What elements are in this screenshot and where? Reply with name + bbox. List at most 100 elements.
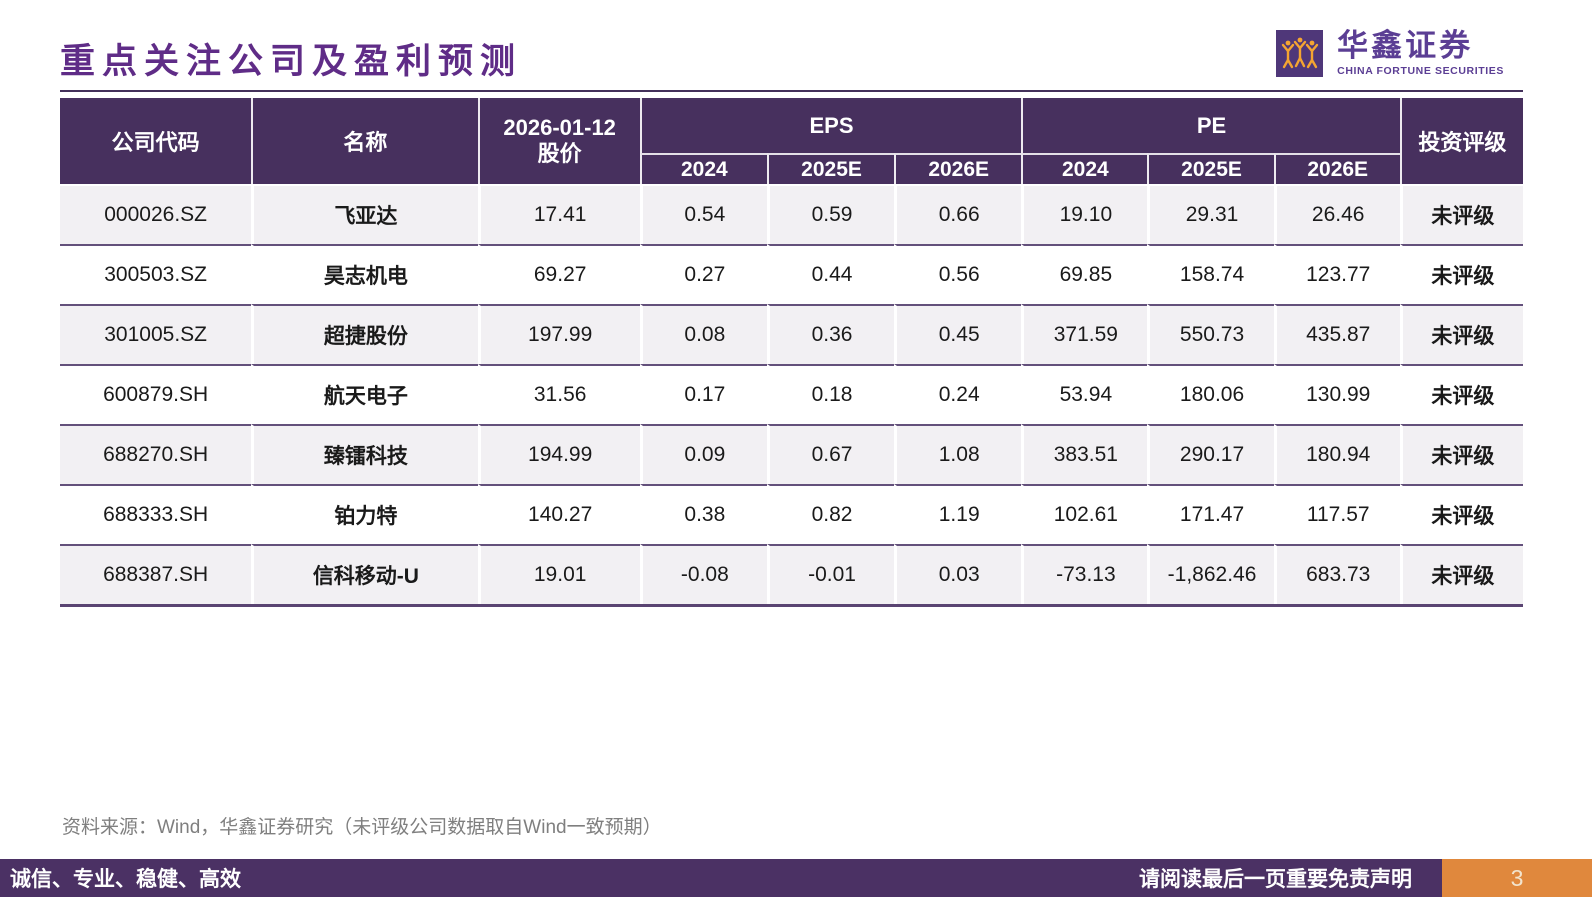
cell-eps-2026e: 1.08	[894, 424, 1022, 484]
cell-pe-2025e: 158.74	[1147, 244, 1274, 304]
cell-eps-2024: 0.17	[639, 364, 767, 424]
cell-code: 301005.SZ	[60, 304, 252, 364]
cell-pe-2024: 102.61	[1021, 484, 1148, 544]
col-header-eps-2025e: 2025E	[766, 153, 895, 184]
col-header-pe-2024: 2024	[1021, 153, 1148, 184]
cell-rating: 未评级	[1399, 424, 1523, 484]
cell-price: 19.01	[477, 544, 640, 604]
col-header-eps-2024: 2024	[639, 153, 767, 184]
cell-code: 688270.SH	[60, 424, 252, 484]
cell-code: 000026.SZ	[60, 184, 252, 244]
cell-eps-2025e: -0.01	[766, 544, 895, 604]
cell-pe-2024: 371.59	[1021, 304, 1148, 364]
cell-rating: 未评级	[1399, 304, 1523, 364]
table-subheader-row: 2024 2025E 2026E 2024 2025E 2026E	[60, 153, 1523, 184]
cell-eps-2026e: 0.56	[894, 244, 1022, 304]
table-row: 688270.SH 臻镭科技 194.99 0.09 0.67 1.08 383…	[60, 424, 1523, 484]
cell-pe-2024: 53.94	[1021, 364, 1148, 424]
cell-code: 688387.SH	[60, 544, 252, 604]
cell-pe-2025e: -1,862.46	[1147, 544, 1274, 604]
cell-eps-2024: 0.09	[639, 424, 767, 484]
cell-eps-2025e: 0.44	[766, 244, 895, 304]
table-row: 688387.SH 信科移动-U 19.01 -0.08 -0.01 0.03 …	[60, 544, 1523, 604]
table-row: 300503.SZ 昊志机电 69.27 0.27 0.44 0.56 69.8…	[60, 244, 1523, 304]
cell-rating: 未评级	[1399, 544, 1523, 604]
cell-price: 69.27	[477, 244, 640, 304]
cell-eps-2026e: 0.03	[894, 544, 1022, 604]
cell-rating: 未评级	[1399, 184, 1523, 244]
cell-pe-2026e: 123.77	[1273, 244, 1400, 304]
table-row: 000026.SZ 飞亚达 17.41 0.54 0.59 0.66 19.10…	[60, 184, 1523, 244]
cell-eps-2024: -0.08	[639, 544, 767, 604]
cell-pe-2024: -73.13	[1021, 544, 1148, 604]
table-header-row: 公司代码 名称 2026-01-12 股价 EPS PE 投资评级	[60, 98, 1523, 184]
table-row: 301005.SZ 超捷股份 197.99 0.08 0.36 0.45 371…	[60, 304, 1523, 364]
footer-slogan: 诚信、专业、稳健、高效	[10, 868, 241, 891]
cell-pe-2025e: 290.17	[1147, 424, 1274, 484]
cell-eps-2024: 0.38	[639, 484, 767, 544]
cell-eps-2026e: 0.45	[894, 304, 1022, 364]
cell-rating: 未评级	[1399, 484, 1523, 544]
cell-code: 600879.SH	[60, 364, 252, 424]
forecast-table: 公司代码 名称 2026-01-12 股价 EPS PE 投资评级 2024 2…	[60, 98, 1523, 607]
cell-pe-2025e: 550.73	[1147, 304, 1274, 364]
col-header-eps-2026e: 2026E	[894, 153, 1022, 184]
footer-disclaimer: 请阅读最后一页重要免责声明	[1139, 868, 1412, 891]
cell-code: 688333.SH	[60, 484, 252, 544]
cell-pe-2026e: 180.94	[1273, 424, 1400, 484]
col-header-rating: 投资评级	[1399, 98, 1523, 184]
logo-name-en: CHINA FORTUNE SECURITIES	[1337, 64, 1504, 77]
cell-eps-2025e: 0.36	[766, 304, 895, 364]
price-label: 股价	[537, 141, 582, 166]
cell-pe-2026e: 117.57	[1273, 484, 1400, 544]
cell-pe-2024: 69.85	[1021, 244, 1148, 304]
cell-name: 昊志机电	[251, 244, 478, 304]
table-row: 600879.SH 航天电子 31.56 0.17 0.18 0.24 53.9…	[60, 364, 1523, 424]
cell-name: 臻镭科技	[251, 424, 478, 484]
price-date: 2026-01-12	[503, 114, 616, 140]
cell-eps-2025e: 0.59	[766, 184, 895, 244]
forecast-table-container: 公司代码 名称 2026-01-12 股价 EPS PE 投资评级 2024 2…	[60, 98, 1523, 607]
cell-price: 31.56	[477, 364, 640, 424]
logo-people-icon	[1276, 30, 1324, 77]
cell-name: 超捷股份	[251, 304, 478, 364]
cell-eps-2025e: 0.82	[766, 484, 895, 544]
cell-eps-2026e: 0.24	[894, 364, 1022, 424]
cell-eps-2025e: 0.67	[766, 424, 895, 484]
logo-name-cn: 华鑫证券	[1337, 28, 1474, 64]
source-note: 资料来源：Wind，华鑫证券研究（未评级公司数据取自Wind一致预期）	[62, 817, 662, 838]
cell-rating: 未评级	[1399, 364, 1523, 424]
cell-eps-2024: 0.54	[639, 184, 767, 244]
cell-eps-2024: 0.27	[639, 244, 767, 304]
col-header-code: 公司代码	[60, 98, 252, 184]
cell-pe-2024: 383.51	[1021, 424, 1148, 484]
footer-bar: 诚信、专业、稳健、高效 请阅读最后一页重要免责声明 3	[0, 859, 1592, 897]
col-header-price: 2026-01-12 股价	[477, 98, 640, 184]
cell-rating: 未评级	[1399, 244, 1523, 304]
cell-eps-2024: 0.08	[639, 304, 767, 364]
cell-name: 信科移动-U	[251, 544, 478, 604]
col-group-eps: EPS	[639, 98, 1022, 153]
cell-pe-2025e: 180.06	[1147, 364, 1274, 424]
cell-price: 194.99	[477, 424, 640, 484]
col-header-pe-2025e: 2025E	[1147, 153, 1274, 184]
cell-name: 铂力特	[251, 484, 478, 544]
title-divider	[60, 90, 1523, 92]
col-group-pe: PE	[1021, 98, 1400, 153]
cell-price: 197.99	[477, 304, 640, 364]
cell-pe-2026e: 435.87	[1273, 304, 1400, 364]
cell-eps-2025e: 0.18	[766, 364, 895, 424]
cell-pe-2025e: 171.47	[1147, 484, 1274, 544]
cell-name: 飞亚达	[251, 184, 478, 244]
table-row: 688333.SH 铂力特 140.27 0.38 0.82 1.19 102.…	[60, 484, 1523, 544]
cell-eps-2026e: 1.19	[894, 484, 1022, 544]
logo-text: 华鑫证券 CHINA FORTUNE SECURITIES	[1337, 30, 1504, 77]
cell-price: 140.27	[477, 484, 640, 544]
cell-pe-2026e: 130.99	[1273, 364, 1400, 424]
col-header-pe-2026e: 2026E	[1273, 153, 1400, 184]
brand-logo: 华鑫证券 CHINA FORTUNE SECURITIES	[1276, 30, 1504, 77]
cell-eps-2026e: 0.66	[894, 184, 1022, 244]
cell-code: 300503.SZ	[60, 244, 252, 304]
page-title: 重点关注公司及盈利预测	[60, 42, 523, 81]
